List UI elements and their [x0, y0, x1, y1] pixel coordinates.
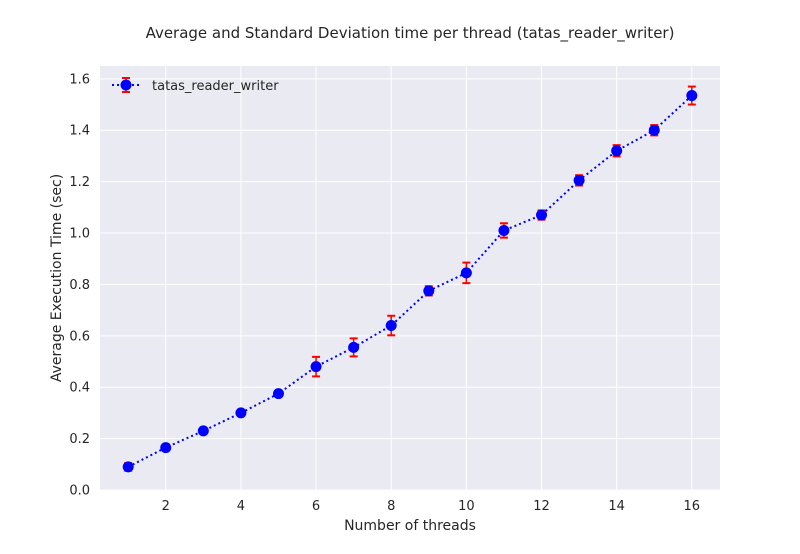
tick-labels: 2 4 6 8 10 12 14 16 0.0 0.2 0.4 0.6 0.8 1.0 1.2 1.4 1.6	[69, 72, 700, 514]
data-point	[310, 361, 322, 373]
y-tick-label: 0.0	[69, 484, 90, 499]
data-point	[460, 267, 472, 279]
x-tick-label: 16	[684, 499, 701, 514]
y-tick-label: 0.6	[69, 329, 90, 344]
plot-area	[100, 66, 720, 490]
x-tick-label: 8	[387, 499, 395, 514]
x-axis-label: Number of threads	[344, 518, 476, 534]
x-tick-label: 4	[237, 499, 245, 514]
y-tick-label: 0.4	[69, 381, 90, 396]
legend-marker	[120, 79, 132, 91]
y-tick-label: 1.0	[69, 227, 90, 242]
grid-lines	[100, 66, 720, 491]
data-point	[272, 388, 284, 400]
x-tick-label: 12	[533, 499, 550, 514]
x-tick-label: 10	[458, 499, 475, 514]
data-point	[573, 174, 585, 186]
legend-label: tatas_reader_writer	[152, 79, 279, 94]
data-point	[197, 425, 209, 437]
y-axis-label: Average Execution Time (sec)	[49, 174, 65, 382]
data-point	[686, 90, 698, 102]
chart-title: Average and Standard Deviation time per …	[146, 24, 675, 43]
legend: tatas_reader_writer	[112, 77, 279, 94]
data-point	[611, 145, 623, 157]
data-point	[536, 209, 548, 221]
data-point	[385, 320, 397, 332]
data-point	[423, 285, 435, 297]
y-tick-label: 0.8	[69, 278, 90, 293]
series-layer	[122, 85, 698, 473]
y-tick-label: 1.4	[69, 124, 90, 139]
data-point	[160, 442, 172, 454]
y-tick-label: 1.6	[69, 72, 90, 87]
x-tick-label: 2	[162, 499, 170, 514]
x-tick-label: 14	[608, 499, 625, 514]
data-point	[498, 224, 510, 236]
data-point	[122, 461, 134, 473]
y-tick-label: 1.2	[69, 175, 90, 190]
x-tick-label: 6	[312, 499, 320, 514]
data-point	[648, 124, 660, 136]
data-point	[235, 407, 247, 419]
data-point	[348, 341, 360, 353]
y-tick-label: 0.2	[69, 432, 90, 447]
